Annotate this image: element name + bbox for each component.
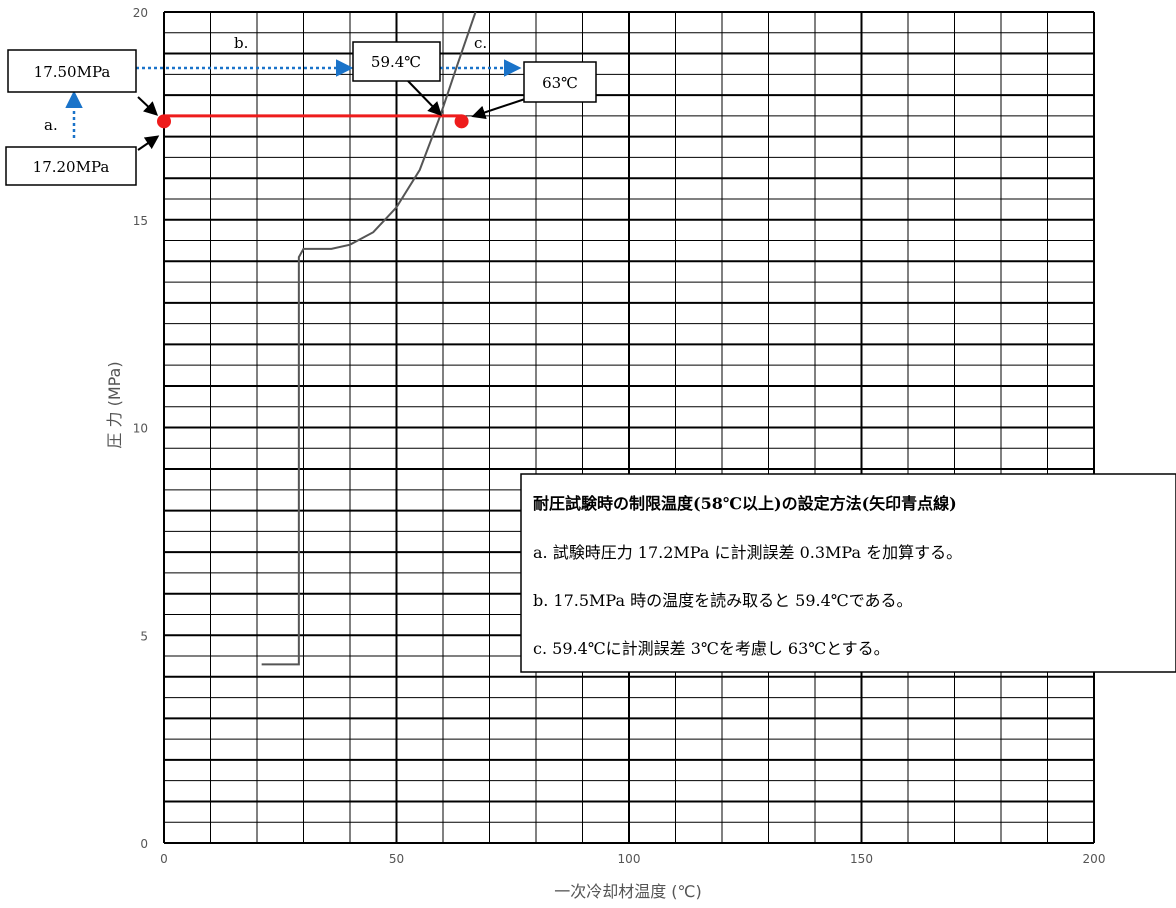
- y-tick-label: 10: [133, 422, 148, 436]
- x-axis-label: 一次冷却材温度 (℃): [554, 882, 702, 901]
- box-1720-text: 17.20MPa: [33, 158, 110, 176]
- grid: [163, 11, 1095, 844]
- y-tick-label: 5: [140, 629, 148, 643]
- label-c: c.: [474, 34, 487, 52]
- box-1750: [7, 49, 137, 93]
- pointer-594: [407, 80, 442, 117]
- box-594: [352, 41, 441, 82]
- tick-labels: 0 50 100 150 200 0 5 10 15 20: [133, 6, 1106, 866]
- label-b: b.: [234, 34, 248, 52]
- y-tick-label: 0: [140, 837, 148, 851]
- y-tick-label: 15: [133, 214, 148, 228]
- label-a: a.: [44, 116, 58, 134]
- pointer-1720: [137, 135, 160, 151]
- red-marker: [157, 114, 171, 129]
- x-tick-label: 200: [1083, 852, 1106, 866]
- x-tick-label: 50: [389, 852, 404, 866]
- y-tick-label: 20: [133, 6, 148, 20]
- x-tick-label: 150: [850, 852, 873, 866]
- x-tick-label: 0: [160, 852, 168, 866]
- red-marker: [454, 114, 469, 129]
- note-line-b: b. 17.5MPa 時の温度を読み取ると 59.4℃である。: [533, 591, 913, 610]
- box-1720: [5, 146, 137, 186]
- pointer-1750: [137, 96, 159, 116]
- box-63-text: 63℃: [542, 74, 578, 92]
- box-1750-text: 17.50MPa: [34, 63, 111, 81]
- note-box: [520, 473, 1176, 673]
- y-axis-label: 圧 力 (MPa): [105, 361, 124, 448]
- note-line-c: c. 59.4℃に計測誤差 3℃を考慮し 63℃とする。: [533, 639, 890, 658]
- box-63: [523, 61, 597, 103]
- note-title: 耐圧試験時の制限温度(58℃以上)の設定方法(矢印青点線): [533, 494, 957, 513]
- x-tick-label: 100: [618, 852, 641, 866]
- box-594-text: 59.4℃: [371, 53, 421, 71]
- red-marks: [157, 114, 469, 129]
- pointer-63: [471, 97, 529, 120]
- annotations: 17.50MPa 17.20MPa 59.4℃ 63℃ a. b. c. 耐圧試…: [5, 34, 1176, 673]
- note-line-a: a. 試験時圧力 17.2MPa に計測誤差 0.3MPa を加算する。: [533, 543, 962, 562]
